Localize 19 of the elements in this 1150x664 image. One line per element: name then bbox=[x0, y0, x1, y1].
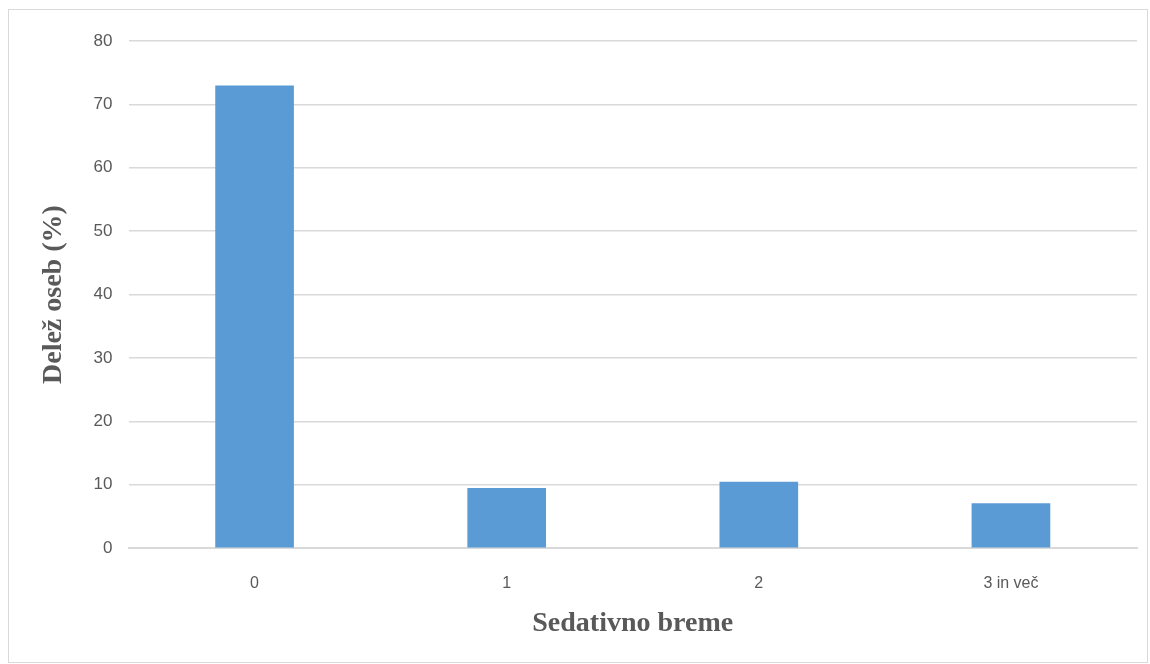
x-tick-label: 0 bbox=[250, 574, 260, 592]
x-axis-title: Sedativno breme bbox=[532, 606, 734, 638]
y-tick-label: 20 bbox=[93, 411, 113, 431]
y-tick-label: 0 bbox=[103, 537, 113, 557]
bar bbox=[467, 487, 547, 548]
x-tick-label: 1 bbox=[502, 574, 512, 592]
x-tick-label: 3 in več bbox=[983, 574, 1039, 592]
y-tick-label: 70 bbox=[93, 94, 113, 114]
bar bbox=[215, 85, 294, 548]
y-tick-label: 80 bbox=[93, 30, 113, 50]
y-tick-label: 30 bbox=[93, 347, 113, 367]
y-tick-label: 40 bbox=[93, 284, 113, 304]
bar bbox=[719, 481, 799, 548]
y-axis-title: Delež oseb (%) bbox=[36, 205, 68, 385]
y-tick-label: 60 bbox=[93, 157, 113, 177]
y-tick-label: 50 bbox=[93, 220, 113, 240]
x-tick-label: 2 bbox=[754, 574, 764, 592]
y-tick-label: 10 bbox=[93, 474, 113, 494]
bar bbox=[971, 503, 1051, 548]
